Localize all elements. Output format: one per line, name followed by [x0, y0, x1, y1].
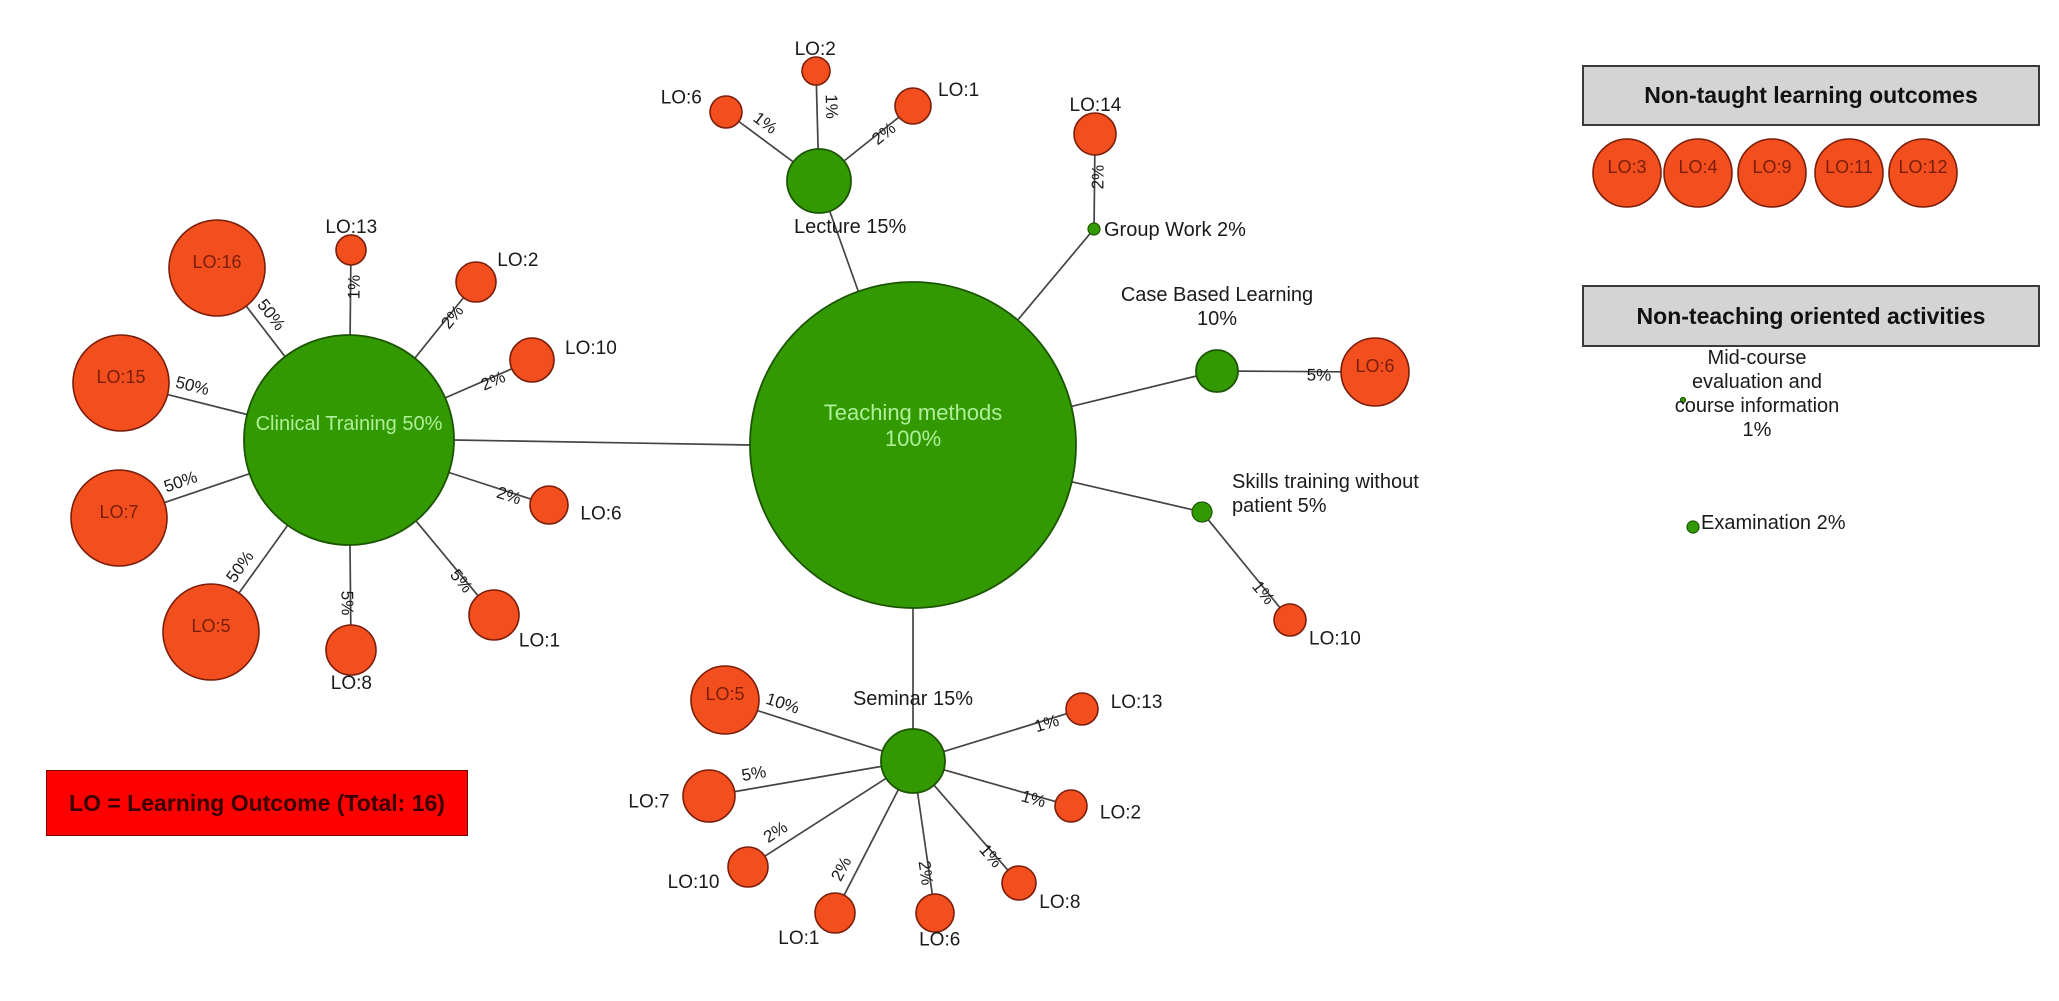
svg-text:course information: course information [1675, 395, 1840, 417]
svg-text:2%: 2% [437, 301, 467, 332]
svg-text:LO:2: LO:2 [795, 39, 836, 60]
svg-text:50%: 50% [174, 373, 212, 400]
svg-text:LO:12: LO:12 [1898, 157, 1947, 177]
svg-text:1%: 1% [1248, 577, 1278, 608]
svg-text:Lecture 15%: Lecture 15% [794, 216, 907, 238]
svg-text:LO:13: LO:13 [1111, 692, 1163, 713]
svg-text:LO:4: LO:4 [1678, 157, 1717, 177]
svg-text:LO:8: LO:8 [331, 673, 372, 694]
svg-text:Teaching methods: Teaching methods [824, 400, 1003, 425]
svg-text:LO:3: LO:3 [1607, 157, 1646, 177]
svg-text:LO:11: LO:11 [1825, 157, 1873, 177]
svg-text:50%: 50% [253, 295, 289, 334]
svg-text:LO:13: LO:13 [325, 217, 377, 238]
svg-text:1%: 1% [1019, 786, 1048, 811]
svg-text:2%: 2% [914, 859, 936, 886]
svg-text:5%: 5% [1307, 366, 1332, 385]
svg-text:50%: 50% [222, 547, 257, 586]
svg-text:LO:5: LO:5 [191, 616, 230, 636]
svg-text:evaluation and: evaluation and [1692, 371, 1822, 393]
svg-text:LO:7: LO:7 [99, 502, 138, 522]
svg-text:LO:14: LO:14 [1070, 95, 1122, 116]
svg-text:1%: 1% [1743, 419, 1772, 441]
svg-text:100%: 100% [885, 426, 941, 451]
svg-text:5%: 5% [740, 762, 767, 785]
svg-text:2%: 2% [478, 367, 508, 394]
svg-text:5%: 5% [446, 566, 476, 597]
svg-text:LO:1: LO:1 [778, 928, 819, 949]
svg-text:LO:10: LO:10 [668, 872, 720, 893]
svg-text:Examination 2%: Examination 2% [1701, 512, 1846, 534]
svg-text:Seminar 15%: Seminar 15% [853, 688, 973, 710]
svg-text:patient 5%: patient 5% [1232, 495, 1327, 517]
svg-text:LO:6: LO:6 [661, 88, 702, 109]
svg-text:5%: 5% [337, 591, 356, 616]
svg-text:2%: 2% [868, 119, 899, 149]
svg-text:1%: 1% [976, 840, 1006, 871]
svg-text:1%: 1% [1032, 711, 1061, 736]
svg-text:LO:2: LO:2 [497, 250, 538, 271]
svg-text:LO:8: LO:8 [1039, 892, 1080, 913]
svg-text:LO:7: LO:7 [628, 792, 669, 813]
svg-text:LO:2: LO:2 [1100, 803, 1141, 824]
svg-text:10%: 10% [1197, 308, 1237, 330]
svg-text:10%: 10% [764, 689, 802, 718]
svg-text:1%: 1% [822, 94, 842, 119]
svg-text:1%: 1% [344, 275, 363, 300]
svg-text:LO:16: LO:16 [192, 252, 241, 272]
svg-text:Group Work 2%: Group Work 2% [1104, 219, 1246, 241]
svg-text:LO:6: LO:6 [919, 930, 960, 951]
svg-text:LO:10: LO:10 [1309, 629, 1361, 650]
svg-text:LO:10: LO:10 [565, 338, 617, 359]
svg-text:LO:1: LO:1 [938, 80, 979, 101]
svg-text:Case Based Learning: Case Based Learning [1121, 284, 1313, 306]
svg-text:2%: 2% [494, 483, 523, 509]
svg-text:LO:1: LO:1 [519, 630, 560, 651]
svg-text:Skills training without: Skills training without [1232, 471, 1419, 493]
svg-text:Clinical Training 50%: Clinical Training 50% [256, 413, 443, 435]
svg-text:LO:5: LO:5 [705, 684, 744, 704]
svg-text:Mid-course: Mid-course [1708, 347, 1807, 369]
svg-text:LO:15: LO:15 [96, 367, 145, 387]
svg-text:LO:6: LO:6 [1355, 356, 1394, 376]
svg-text:LO:9: LO:9 [1752, 157, 1791, 177]
svg-text:2%: 2% [1088, 165, 1107, 190]
svg-text:LO:6: LO:6 [580, 503, 621, 524]
